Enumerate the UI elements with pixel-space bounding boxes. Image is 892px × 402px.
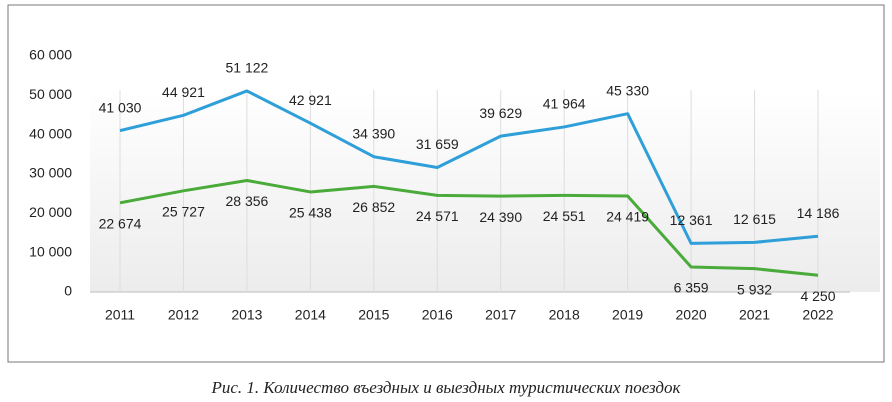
x-tick-label: 2021: [739, 307, 770, 323]
data-label: 34 390: [352, 125, 395, 141]
data-label: 24 390: [479, 209, 522, 225]
data-label: 45 330: [606, 82, 649, 98]
data-label: 28 356: [225, 193, 268, 209]
plot-background: [90, 90, 880, 292]
chart-caption: Рис. 1. Количество въездных и выездных т…: [211, 378, 682, 397]
x-tick-label: 2018: [549, 307, 580, 323]
data-label: 39 629: [479, 105, 522, 121]
data-label: 41 030: [99, 99, 142, 115]
data-label: 4 250: [800, 288, 835, 304]
data-label: 26 852: [352, 199, 395, 215]
x-tick-label: 2015: [358, 307, 389, 323]
series-line: [119, 178, 819, 277]
y-tick-label: 50 000: [29, 86, 72, 102]
data-label: 5 932: [737, 281, 772, 297]
y-tick-label: 0: [64, 283, 72, 299]
x-tick-label: 2019: [612, 307, 643, 323]
y-tick-label: 30 000: [29, 165, 72, 181]
y-tick-label: 60 000: [29, 47, 72, 63]
x-tick-label: 2014: [295, 307, 326, 323]
data-label: 25 727: [162, 204, 205, 220]
x-tick-label: 2020: [676, 307, 707, 323]
data-label: 42 921: [289, 92, 332, 108]
x-tick-label: 2012: [168, 307, 199, 323]
x-tick-label: 2022: [802, 307, 833, 323]
y-tick-label: 20 000: [29, 204, 72, 220]
data-label: 44 921: [162, 84, 205, 100]
data-label: 24 419: [606, 209, 649, 225]
x-tick-label: 2013: [231, 307, 262, 323]
data-label: 24 551: [543, 208, 586, 224]
y-tick-label: 40 000: [29, 125, 72, 141]
data-label: 14 186: [797, 205, 840, 221]
data-label: 25 438: [289, 205, 332, 221]
data-label: 41 964: [543, 96, 586, 112]
data-label: 22 674: [99, 216, 142, 232]
series-line: [119, 89, 819, 245]
x-tick-label: 2017: [485, 307, 516, 323]
data-label: 51 122: [225, 60, 268, 76]
x-tick-label: 2011: [105, 307, 135, 323]
data-label: 24 571: [416, 208, 459, 224]
x-tick-label: 2016: [422, 307, 453, 323]
data-label: 31 659: [416, 136, 459, 152]
data-label: 6 359: [674, 280, 709, 296]
data-label: 12 361: [670, 212, 713, 228]
data-label: 12 615: [733, 211, 776, 227]
y-tick-label: 10 000: [29, 243, 72, 259]
